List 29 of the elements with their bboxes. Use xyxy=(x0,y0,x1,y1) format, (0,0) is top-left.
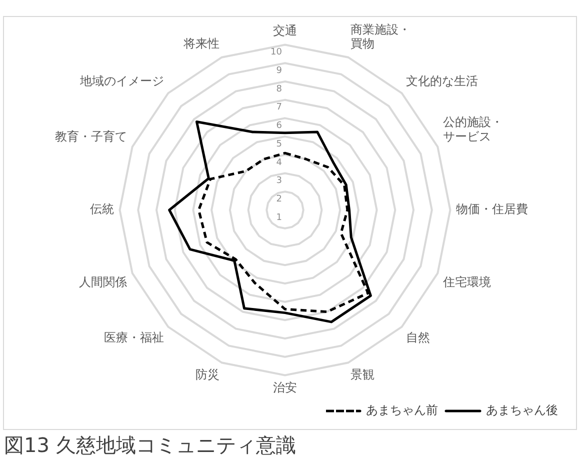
legend-label: あまちゃん後 xyxy=(486,403,558,418)
spoke-label: 住宅環境 xyxy=(442,274,492,289)
y-tick-label: 3 xyxy=(276,176,282,186)
spoke-label: 将来性 xyxy=(182,36,220,51)
spoke-label: 交通 xyxy=(273,24,297,38)
spoke-label: 地域のイメージ xyxy=(78,74,164,88)
y-tick-label: 6 xyxy=(276,121,282,132)
spoke-label: 文化的な生活 xyxy=(406,74,478,88)
spoke-label: 教育・子育て xyxy=(54,129,127,144)
y-tick-label: 5 xyxy=(276,139,282,150)
spoke-label: 商業施設・買物 xyxy=(350,22,411,51)
spoke-label: 人間関係 xyxy=(78,274,127,289)
y-tick-label: 8 xyxy=(276,84,282,94)
y-tick-label: 10 xyxy=(270,48,282,58)
spoke-label: 自然 xyxy=(406,330,430,344)
y-tick-label: 1 xyxy=(276,212,282,223)
text: 図13 久慈地域コミュニティ意識 xyxy=(4,432,296,459)
spoke-label: 物価・住居費 xyxy=(456,202,528,216)
spoke-label: 伝統 xyxy=(90,202,114,216)
spoke-label: 景観 xyxy=(350,368,375,382)
spoke-label: 公的施設・サービス xyxy=(443,114,504,144)
spoke-label: 治安 xyxy=(273,380,297,395)
legend-label: あまちゃん前 xyxy=(366,403,438,418)
y-tick-label: 9 xyxy=(276,66,282,76)
y-tick-label: 4 xyxy=(276,158,282,168)
y-tick-label: 7 xyxy=(276,102,282,113)
spoke-label: 医療・福祉 xyxy=(104,330,164,344)
spoke-label: 防災 xyxy=(195,368,220,382)
y-tick-label: 2 xyxy=(276,194,282,204)
